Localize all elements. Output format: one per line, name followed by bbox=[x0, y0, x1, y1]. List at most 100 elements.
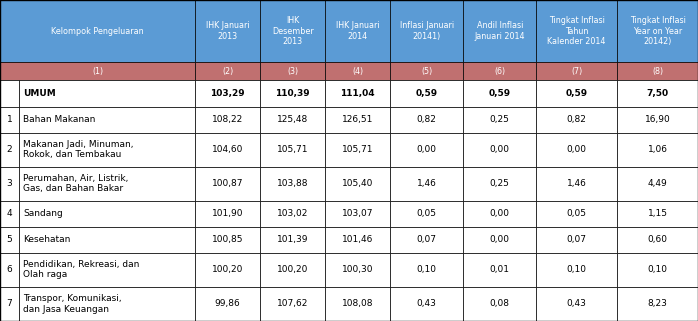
Bar bbox=[325, 0, 390, 62]
Bar bbox=[463, 0, 536, 62]
Text: Tingkat Inflasi
Tahun
Kalender 2014: Tingkat Inflasi Tahun Kalender 2014 bbox=[547, 16, 606, 46]
Text: 0,05: 0,05 bbox=[567, 209, 586, 218]
Text: Sandang: Sandang bbox=[23, 209, 63, 218]
Text: 7: 7 bbox=[7, 299, 13, 308]
Text: 7,50: 7,50 bbox=[646, 89, 669, 98]
Text: 3: 3 bbox=[7, 179, 13, 188]
Text: (4): (4) bbox=[352, 67, 363, 76]
Bar bbox=[390, 167, 463, 201]
Text: (6): (6) bbox=[494, 67, 505, 76]
Bar bbox=[19, 287, 195, 321]
Text: 1,46: 1,46 bbox=[417, 179, 437, 188]
Text: (5): (5) bbox=[421, 67, 432, 76]
Text: 16,90: 16,90 bbox=[645, 115, 670, 124]
Bar bbox=[19, 253, 195, 287]
Text: 0,05: 0,05 bbox=[417, 209, 437, 218]
Bar bbox=[536, 0, 617, 62]
Bar bbox=[325, 81, 390, 107]
Text: 2: 2 bbox=[7, 145, 13, 154]
Text: 105,71: 105,71 bbox=[342, 145, 373, 154]
Bar bbox=[463, 253, 536, 287]
Bar bbox=[260, 201, 325, 227]
Bar bbox=[390, 201, 463, 227]
Bar bbox=[0, 62, 195, 81]
Text: 0,43: 0,43 bbox=[417, 299, 437, 308]
Text: 0,25: 0,25 bbox=[490, 179, 510, 188]
Bar bbox=[463, 133, 536, 167]
Bar bbox=[260, 253, 325, 287]
Bar bbox=[617, 81, 698, 107]
Bar bbox=[19, 81, 195, 107]
Text: 100,20: 100,20 bbox=[277, 265, 309, 274]
Bar bbox=[325, 201, 390, 227]
Bar bbox=[260, 133, 325, 167]
Bar bbox=[390, 287, 463, 321]
Text: 0,59: 0,59 bbox=[489, 89, 511, 98]
Bar bbox=[195, 0, 260, 62]
Bar bbox=[325, 253, 390, 287]
Bar bbox=[617, 167, 698, 201]
Text: Perumahan, Air, Listrik,
Gas, dan Bahan Bakar: Perumahan, Air, Listrik, Gas, dan Bahan … bbox=[23, 174, 128, 193]
Bar bbox=[195, 253, 260, 287]
Bar bbox=[463, 107, 536, 133]
Text: 1,06: 1,06 bbox=[648, 145, 667, 154]
Bar bbox=[617, 201, 698, 227]
Text: 4,49: 4,49 bbox=[648, 179, 667, 188]
Bar bbox=[0, 81, 19, 107]
Text: 108,08: 108,08 bbox=[342, 299, 373, 308]
Bar bbox=[0, 227, 19, 253]
Bar bbox=[536, 81, 617, 107]
Text: (8): (8) bbox=[652, 67, 663, 76]
Bar bbox=[19, 167, 195, 201]
Bar bbox=[0, 287, 19, 321]
Bar bbox=[463, 227, 536, 253]
Text: 101,90: 101,90 bbox=[212, 209, 244, 218]
Bar bbox=[260, 167, 325, 201]
Text: 103,29: 103,29 bbox=[210, 89, 245, 98]
Bar bbox=[195, 107, 260, 133]
Text: 1,46: 1,46 bbox=[567, 179, 586, 188]
Text: (3): (3) bbox=[287, 67, 298, 76]
Text: Transpor, Komunikasi,
dan Jasa Keuangan: Transpor, Komunikasi, dan Jasa Keuangan bbox=[23, 294, 122, 314]
Bar bbox=[260, 107, 325, 133]
Text: 110,39: 110,39 bbox=[276, 89, 310, 98]
Bar bbox=[536, 133, 617, 167]
Text: 0,10: 0,10 bbox=[417, 265, 437, 274]
Text: 0,07: 0,07 bbox=[417, 235, 437, 244]
Text: 107,62: 107,62 bbox=[277, 299, 309, 308]
Bar bbox=[0, 201, 19, 227]
Bar bbox=[260, 0, 325, 62]
Bar bbox=[390, 107, 463, 133]
Bar bbox=[19, 107, 195, 133]
Text: 99,86: 99,86 bbox=[215, 299, 241, 308]
Text: 100,87: 100,87 bbox=[212, 179, 244, 188]
Bar bbox=[390, 227, 463, 253]
Text: 126,51: 126,51 bbox=[342, 115, 373, 124]
Bar bbox=[19, 133, 195, 167]
Text: 0,60: 0,60 bbox=[648, 235, 667, 244]
Text: 103,02: 103,02 bbox=[277, 209, 309, 218]
Text: (7): (7) bbox=[571, 67, 582, 76]
Text: 100,85: 100,85 bbox=[212, 235, 244, 244]
Text: 105,40: 105,40 bbox=[342, 179, 373, 188]
Text: 125,48: 125,48 bbox=[277, 115, 309, 124]
Bar bbox=[617, 253, 698, 287]
Bar bbox=[325, 62, 390, 81]
Bar bbox=[617, 0, 698, 62]
Text: Kelompok Pengeluaran: Kelompok Pengeluaran bbox=[51, 27, 144, 36]
Text: 1,15: 1,15 bbox=[648, 209, 667, 218]
Text: 0,43: 0,43 bbox=[567, 299, 586, 308]
Bar bbox=[0, 133, 19, 167]
Bar bbox=[195, 167, 260, 201]
Text: (1): (1) bbox=[92, 67, 103, 76]
Bar bbox=[617, 287, 698, 321]
Text: Pendidikan, Rekreasi, dan
Olah raga: Pendidikan, Rekreasi, dan Olah raga bbox=[23, 260, 140, 280]
Text: 0,59: 0,59 bbox=[416, 89, 438, 98]
Bar bbox=[260, 81, 325, 107]
Bar bbox=[325, 227, 390, 253]
Text: 105,71: 105,71 bbox=[277, 145, 309, 154]
Bar bbox=[0, 167, 19, 201]
Text: 0,82: 0,82 bbox=[417, 115, 437, 124]
Text: 0,59: 0,59 bbox=[565, 89, 588, 98]
Text: 0,01: 0,01 bbox=[490, 265, 510, 274]
